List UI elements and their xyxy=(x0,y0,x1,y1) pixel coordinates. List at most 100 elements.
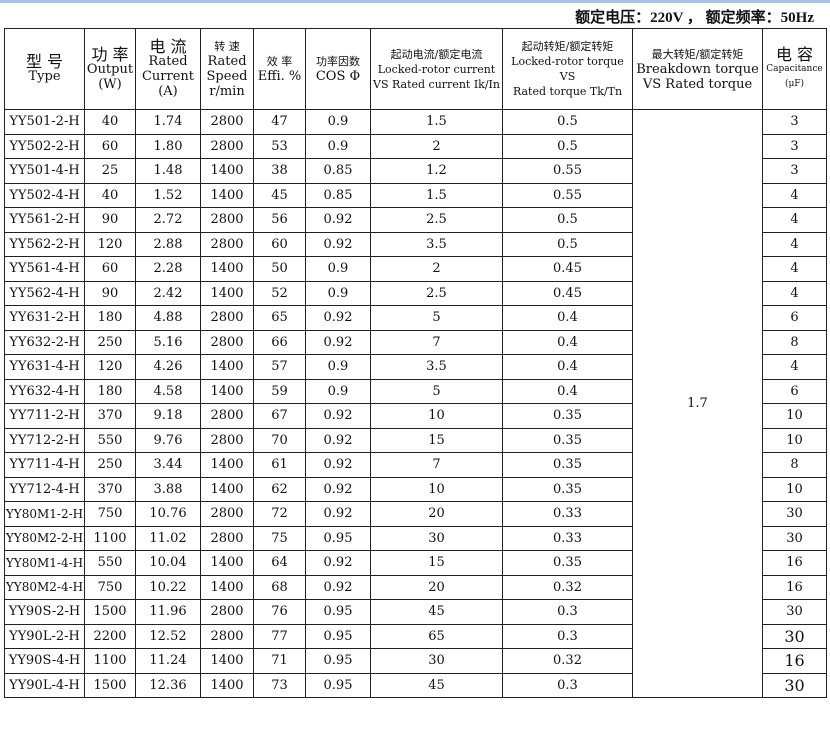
table-cell: 3 xyxy=(762,158,827,184)
table-cell: 30 xyxy=(762,501,827,527)
table-cell: 40 xyxy=(84,109,136,135)
header-line: 功率因数 xyxy=(316,55,360,68)
table-cell: 38 xyxy=(253,158,306,184)
table-cell: 2800 xyxy=(200,427,254,453)
header-line: Current xyxy=(141,69,195,84)
table-row: YY502-2-H 60 1.80 2800 53 0.9 2 0.5 3 xyxy=(4,133,827,159)
table-cell: YY632-2-H xyxy=(4,329,85,355)
column-header: 功 率 Output (W) xyxy=(84,28,136,110)
table-cell: YY501-4-H xyxy=(4,158,85,184)
table-cell: 10 xyxy=(370,403,503,429)
table-cell: 3.5 xyxy=(370,231,503,257)
column-header: 电 流 Rated Current (A) xyxy=(135,28,201,110)
table-cell: 2.5 xyxy=(370,207,503,233)
table-cell: 4.58 xyxy=(135,378,201,404)
table-cell: 11.24 xyxy=(135,648,201,674)
table-cell: 0.9 xyxy=(305,280,371,306)
table-cell: 8 xyxy=(762,329,827,355)
table-cell: 0.5 xyxy=(502,207,633,233)
table-cell: YY712-4-H xyxy=(4,476,85,502)
table-cell: 1400 xyxy=(200,476,254,502)
table-cell: 3.44 xyxy=(135,452,201,478)
table-cell: 0.92 xyxy=(305,329,371,355)
table-cell: YY90L-2-H xyxy=(4,623,85,649)
table-cell: 0.35 xyxy=(502,427,633,453)
table-cell: 56 xyxy=(253,207,306,233)
header-row: 型 号 Type 功 率 Output (W) 电 流 Rated Current (A) 转 速… xyxy=(4,28,827,110)
table-cell: 2800 xyxy=(200,403,254,429)
table-cell: 1400 xyxy=(200,452,254,478)
table-cell: 2800 xyxy=(200,231,254,257)
table-row: YY90L-2-H 2200 12.52 2800 77 0.95 65 0.3 30 xyxy=(4,623,827,649)
table-cell: 5.16 xyxy=(135,329,201,355)
table-cell: 0.45 xyxy=(502,280,633,306)
table-cell: 50 xyxy=(253,256,306,282)
table-cell: 1400 xyxy=(200,672,254,698)
header-line: Locked-rotor torque VS xyxy=(511,55,624,83)
table-cell: 15 xyxy=(370,427,503,453)
table-cell: 3 xyxy=(762,133,827,159)
table-cell: 3 xyxy=(762,109,827,135)
table-cell: 120 xyxy=(84,354,136,380)
table-cell: 0.35 xyxy=(502,452,633,478)
table-cell: 1100 xyxy=(84,648,136,674)
table-cell: 2.88 xyxy=(135,231,201,257)
breakdown-torque-cell: 1.7 xyxy=(632,109,763,698)
table-cell: 1400 xyxy=(200,182,254,208)
table-cell: 0.92 xyxy=(305,305,371,331)
table-cell: 4.88 xyxy=(135,305,201,331)
table-cell: YY90S-4-H xyxy=(4,648,85,674)
table-cell: 750 xyxy=(84,501,136,527)
table-cell: 6 xyxy=(762,378,827,404)
table-cell: 0.92 xyxy=(305,501,371,527)
table-cell: 0.55 xyxy=(502,182,633,208)
table-cell: 0.3 xyxy=(502,599,633,625)
table-cell: 45 xyxy=(370,599,503,625)
table-row: YY501-4-H 25 1.48 1400 38 0.85 1.2 0.55 3 xyxy=(4,158,827,184)
table-cell: 3.5 xyxy=(370,354,503,380)
table-row: YY711-2-H 370 9.18 2800 67 0.92 10 0.35 10 xyxy=(4,403,827,429)
table-cell: 7 xyxy=(370,329,503,355)
table-cell: 52 xyxy=(253,280,306,306)
header-line: Rated xyxy=(148,54,188,69)
table-row: YY561-2-H 90 2.72 2800 56 0.92 2.5 0.5 4 xyxy=(4,207,827,233)
table-cell: 47 xyxy=(253,109,306,135)
table-cell: YY501-2-H xyxy=(4,109,85,135)
table-cell: 1400 xyxy=(200,550,254,576)
table-cell: 1400 xyxy=(200,378,254,404)
column-header: 转 速 Rated Speed r/min xyxy=(200,28,254,110)
table-cell: 66 xyxy=(253,329,306,355)
table-cell: 4.26 xyxy=(135,354,201,380)
table-cell: 0.32 xyxy=(502,574,633,600)
table-cell: 1400 xyxy=(200,574,254,600)
table-cell: 2800 xyxy=(200,133,254,159)
table-cell: 61 xyxy=(253,452,306,478)
table-cell: 4 xyxy=(762,207,827,233)
table-cell: YY502-4-H xyxy=(4,182,85,208)
header-line: 转 速 xyxy=(214,40,240,53)
table-cell: 0.95 xyxy=(305,525,371,551)
table-cell: 10.04 xyxy=(135,550,201,576)
header-line: 效 率 xyxy=(266,55,293,68)
table-cell: 70 xyxy=(253,427,306,453)
table-cell: 4 xyxy=(762,182,827,208)
table-row: YY80M2-2-H 1100 11.02 2800 75 0.95 30 0.33 30 xyxy=(4,525,827,551)
table-cell: 53 xyxy=(253,133,306,159)
table-cell: 65 xyxy=(370,623,503,649)
table-row: YY712-2-H 550 9.76 2800 70 0.92 15 0.35 10 xyxy=(4,427,827,453)
table-row: YY90S-2-H 1500 11.96 2800 76 0.95 45 0.3 30 xyxy=(4,599,827,625)
table-cell: 68 xyxy=(253,574,306,600)
table-cell: 76 xyxy=(253,599,306,625)
header-line: Effi. % xyxy=(257,69,302,84)
column-header: 最大转矩/额定转矩 Breakdown torque VS Rated torque xyxy=(632,28,763,110)
table-cell: 1400 xyxy=(200,648,254,674)
table-cell: 20 xyxy=(370,574,503,600)
table-cell: 0.85 xyxy=(305,158,371,184)
header-line: (A) xyxy=(158,84,178,99)
motor-spec-table: 型 号 Type 功 率 Output (W) 电 流 Rated Current (A) 转 速… xyxy=(4,28,827,698)
table-cell: 0.92 xyxy=(305,476,371,502)
table-cell: 0.5 xyxy=(502,231,633,257)
table-cell: 0.35 xyxy=(502,476,633,502)
table-cell: 5 xyxy=(370,378,503,404)
header-line: VS Rated current Ik/In xyxy=(373,77,500,91)
